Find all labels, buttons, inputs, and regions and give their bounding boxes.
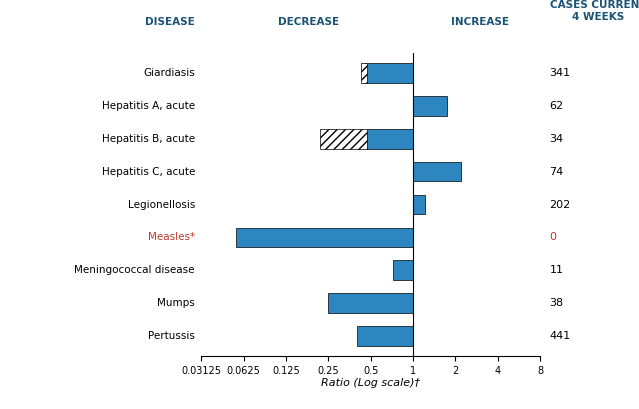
Bar [393,261,413,280]
Text: 441: 441 [550,331,571,341]
Text: 11: 11 [550,265,564,275]
Bar [413,195,425,214]
Text: 0: 0 [550,232,557,243]
Text: 34: 34 [550,134,564,144]
Bar [364,63,413,83]
Bar [362,63,367,83]
Text: INCREASE: INCREASE [451,17,509,27]
Text: Measles*: Measles* [148,232,195,243]
Text: Hepatitis A, acute: Hepatitis A, acute [102,101,195,111]
Text: 341: 341 [550,68,571,78]
Bar [367,129,413,148]
Text: Hepatitis B, acute: Hepatitis B, acute [102,134,195,144]
Text: DISEASE: DISEASE [145,17,195,27]
Bar [357,326,413,346]
Text: Giardiasis: Giardiasis [143,68,195,78]
Text: Meningococcal disease: Meningococcal disease [74,265,195,275]
Text: Legionellosis: Legionellosis [128,200,195,209]
Text: 62: 62 [550,101,564,111]
Bar [328,293,413,313]
Text: CASES CURRENT
4 WEEKS: CASES CURRENT 4 WEEKS [550,0,639,22]
X-axis label: Ratio (Log scale)†: Ratio (Log scale)† [321,378,420,388]
Text: Hepatitis C, acute: Hepatitis C, acute [102,166,195,177]
Text: 202: 202 [550,200,571,209]
Text: Pertussis: Pertussis [148,331,195,341]
Text: 74: 74 [550,166,564,177]
Bar [321,129,367,148]
Bar [236,227,413,247]
Text: Mumps: Mumps [157,298,195,308]
Bar [413,96,447,116]
Text: 38: 38 [550,298,564,308]
Bar [413,162,461,182]
Text: DECREASE: DECREASE [278,17,339,27]
